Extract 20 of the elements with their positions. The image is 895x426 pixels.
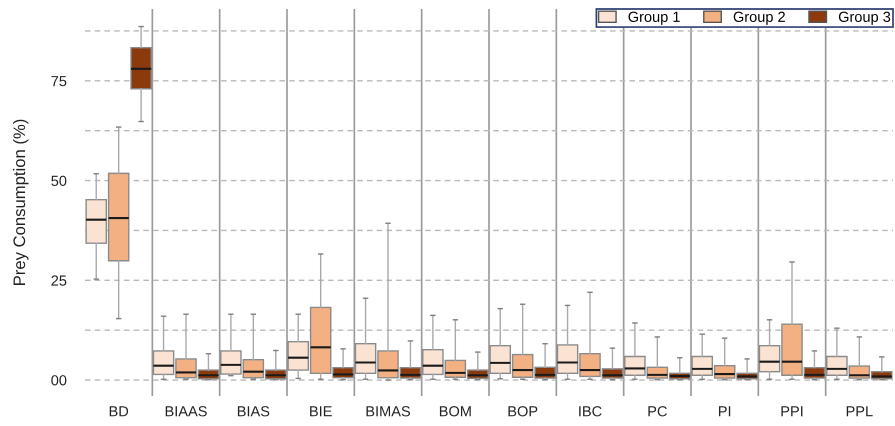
x-tick-label: PPI bbox=[781, 406, 802, 416]
x-tick-label: BIAAS bbox=[166, 406, 207, 416]
x-tick-label: BD bbox=[110, 406, 128, 416]
x-tick-label: PPL bbox=[846, 406, 873, 416]
x-tick-label: PI bbox=[718, 406, 730, 416]
x-tick-label: BIMAS bbox=[366, 406, 410, 416]
x-tick-label: BOP bbox=[508, 406, 538, 416]
legend-label: Group 1 bbox=[628, 12, 680, 25]
y-tick-label: 25 bbox=[51, 275, 66, 286]
y-axis-title: Prey Consumption (%) bbox=[12, 120, 29, 285]
x-tick-label: IBC bbox=[579, 406, 602, 416]
y-tick-label: 75 bbox=[51, 76, 66, 86]
x-tick-label: BIAS bbox=[238, 406, 270, 416]
legend-label: Group 3 bbox=[838, 12, 890, 25]
y-tick-label: 00 bbox=[51, 375, 66, 386]
y-tick-label: 50 bbox=[51, 176, 66, 186]
x-tick-label: BIE bbox=[310, 406, 332, 416]
legend-label: Group 2 bbox=[734, 12, 785, 25]
x-tick-label: PC bbox=[648, 406, 667, 416]
x-tick-label: BOM bbox=[440, 406, 471, 416]
